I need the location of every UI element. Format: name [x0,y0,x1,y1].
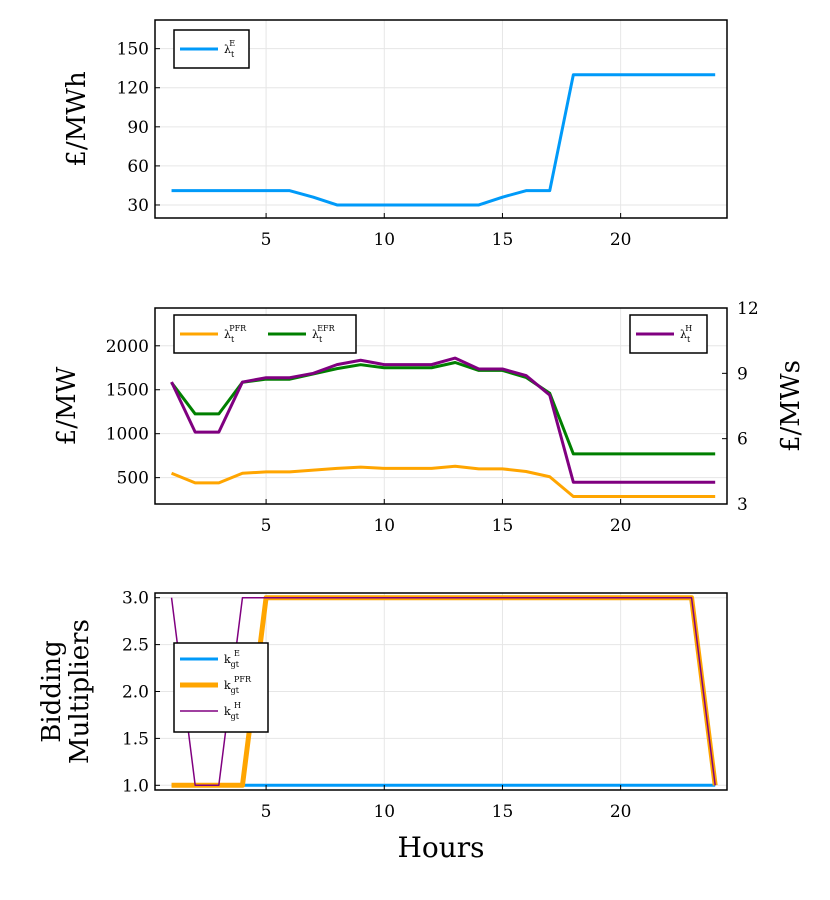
series-line-3 [170,356,716,484]
x-tick-label: 20 [610,230,632,250]
y-tick-label: 30 [127,196,149,216]
legend: λtPFR λtEFR [173,314,357,354]
x-tick-label: 10 [373,516,395,536]
series-line-2 [170,360,716,456]
legend-sup: PFR [234,675,252,684]
y-tick-label: 2.0 [122,683,149,703]
legend-sup: EFR [317,324,335,333]
x-tick-label: 5 [261,230,272,250]
legend-sub: gt [231,686,240,695]
y-axis-label-line: Multipliers [65,619,95,764]
legend-right: λtH [629,314,708,354]
legend-sub: gt [231,660,240,669]
x-tick-label: 20 [610,802,632,822]
series-line-1 [170,464,716,499]
legend-label: λtH [680,324,692,344]
y-axis-label: BiddingMultipliers [37,619,95,764]
y-axis-label: £/MW [52,366,82,445]
y-tick-label: 90 [127,118,149,138]
legend-sup: H [685,324,692,333]
series-line-3 [170,596,716,787]
y-right-tick-label: 9 [737,364,748,384]
legend-sub: t [687,335,691,344]
x-tick-label: 15 [492,516,514,536]
y-tick-label: 60 [127,157,149,177]
y-tick-label: 3.0 [122,589,149,609]
y-tick-label: 500 [117,469,149,489]
y-right-tick-label: 6 [737,430,748,450]
y-tick-label: 1000 [106,425,149,445]
y-right-tick-label: 3 [737,495,748,515]
series-line-1 [171,73,716,207]
chart-panel-3: 5 10 15 20 1.0 1.5 2.0 2.5 3.0 BiddingMultipliers… [37,589,728,864]
y-tick-label: 120 [117,79,149,99]
legend-sub: t [231,50,235,59]
legend-sub: t [231,335,235,344]
legend-sub: t [319,335,323,344]
x-tick-label: 10 [373,230,395,250]
legend-sup: E [229,39,235,48]
y-axis-label-right: £/MWs [776,360,806,452]
legend-sup: E [234,649,240,658]
x-tick-label: 20 [610,516,632,536]
chart-panel-1: 5 10 15 20 30 60 90 120 150 £/MWh λtE [62,19,728,250]
legend-sub: gt [231,712,240,721]
x-tick-label: 10 [373,802,395,822]
x-tick-label: 5 [261,802,272,822]
legend-sup: PFR [229,324,247,333]
x-tick-label: 5 [261,516,272,536]
plot-frame [154,307,728,505]
y-axis-label: £/MWh [62,71,92,167]
legend: λtE [173,29,250,69]
y-axis-label-line: Bidding [37,640,67,742]
x-tick-label: 15 [492,230,514,250]
x-axis-label: Hours [397,831,484,864]
y-tick-label: 150 [117,40,149,60]
legend-sup: H [234,701,241,710]
y-tick-label: 2000 [106,337,149,357]
legend-label: λtE [224,39,235,59]
y-tick-label: 1.5 [122,729,149,749]
y-tick-label: 2.5 [122,636,149,656]
y-tick-label: 1500 [106,381,149,401]
plot-frame [154,19,728,219]
x-tick-label: 15 [492,802,514,822]
y-right-tick-label: 12 [737,299,759,319]
y-tick-label: 1.0 [122,776,149,796]
